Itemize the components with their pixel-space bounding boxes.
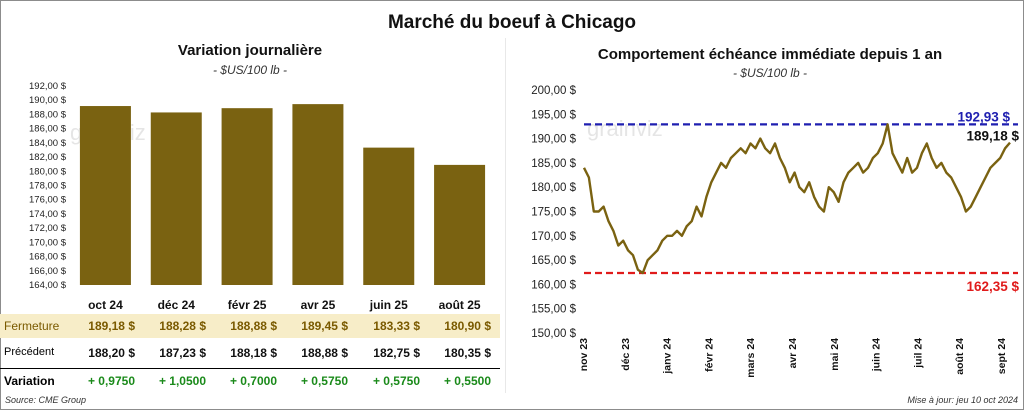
table-cell-fermeture: 180,90 $ [444,319,491,333]
x-month-label: avr 24 [787,338,799,369]
y-tick-label: 185,00 $ [531,158,576,170]
y-tick-label: 190,00 $ [29,95,67,106]
bar [292,104,344,285]
y-tick-label: 166,00 $ [29,266,67,277]
x-month-label: mars 24 [745,338,757,378]
table-cell-fermeture: 188,28 $ [159,319,206,333]
y-tick-label: 168,00 $ [29,252,67,263]
table-cell-variation: + 0,5500 [443,374,491,388]
right-subtitle: Comportement échéance immédiate depuis 1… [597,46,943,63]
high-value-label: 192,93 $ [957,109,1010,124]
y-tick-label: 190,00 $ [531,134,576,146]
y-tick-label: 174,00 $ [29,209,67,220]
y-tick-label: 160,00 $ [531,279,576,291]
line-chart: grainviz 150,00 $ 155,00 $ 160,00 $ 165,00 … [531,85,1019,378]
table-cell-variation: + 0,5750 [372,374,420,388]
y-tick-label: 175,00 $ [531,207,576,219]
y-tick-label: 176,00 $ [29,195,67,206]
x-category-label: juin 25 [369,298,408,312]
x-month-label: juin 24 [871,338,883,372]
bar [434,164,486,285]
last-value-label: 189,18 $ [966,129,1019,144]
bar [363,147,415,285]
y-tick-label: 195,00 $ [531,109,576,121]
x-category-label: oct 24 [88,298,123,312]
y-tick-label: 200,00 $ [531,85,576,97]
table-cell-variation: + 1,0500 [158,374,206,388]
table-cell-precedent: 187,23 $ [159,346,206,360]
row-precedent: Précédent 188,20 $ 187,23 $ 188,18 $ 188,88… [0,341,500,365]
page-title: Marché du boeuf à Chicago [387,12,637,33]
table-cell-variation: + 0,9750 [87,374,135,388]
table-cell-precedent: 188,88 $ [301,346,348,360]
x-month-label: juil 24 [912,338,924,369]
y-tick-label: 170,00 $ [29,237,67,248]
row-fermeture: Fermeture 189,18 $ 188,28 $ 188,88 $ 189,45… [0,314,500,338]
x-month-label: sept 24 [996,338,1008,374]
x-month-label: mai 24 [829,338,841,371]
y-tick-label: 150,00 $ [531,328,576,340]
x-month-label: déc 23 [620,338,632,371]
y-tick-label: 188,00 $ [29,109,67,120]
y-tick-label: 178,00 $ [29,181,67,192]
low-value-label: 162,35 $ [966,279,1019,294]
watermark-text: grainviz [587,116,663,141]
row-label-precedent: Précédent [4,346,55,358]
table-cell-fermeture: 183,33 $ [373,319,420,333]
bar [79,106,131,285]
table-cell-precedent: 182,75 $ [373,346,420,360]
left-subtitle: Variation journalière [177,42,323,59]
y-tick-label: 180,00 $ [531,182,576,194]
y-tick-label: 182,00 $ [29,152,67,163]
table-cell-fermeture: 188,88 $ [230,319,277,333]
watermark-logo: grainviz [587,116,663,141]
y-tick-label: 180,00 $ [29,166,67,177]
table-cell-precedent: 188,20 $ [88,346,135,360]
panel-divider [505,38,506,393]
table-cell-fermeture: 189,45 $ [301,319,348,333]
x-month-label: févr 24 [703,338,715,372]
y-tick-label: 192,00 $ [29,81,67,92]
row-variation: Variation + 0,9750 + 1,0500 + 0,7000 + 0,57… [0,368,500,393]
table-cell-precedent: 188,18 $ [230,346,277,360]
y-tick-label: 165,00 $ [531,255,576,267]
row-label-fermeture: Fermeture [4,319,60,333]
bar [150,112,202,285]
x-category-label: févr 25 [228,298,267,312]
bar-chart: grainviz 164,00 $166,00 $168,00 $170,00 … [29,81,486,312]
bar [221,108,273,285]
y-tick-label: 172,00 $ [29,223,67,234]
row-label-variation: Variation [4,374,55,388]
table-cell-fermeture: 189,18 $ [88,319,135,333]
x-month-label: nov 23 [578,338,590,371]
table-cell-variation: + 0,5750 [300,374,348,388]
table-cell-variation: + 0,7000 [229,374,277,388]
y-tick-label: 170,00 $ [531,231,576,243]
y-tick-label: 186,00 $ [29,124,67,135]
footer-source: Source: CME Group [5,395,87,405]
left-unit: - $US/100 lb - [212,63,288,77]
x-month-label: janv 24 [662,338,674,375]
x-category-label: août 25 [439,298,481,312]
y-tick-label: 164,00 $ [29,280,67,291]
variation-table: Fermeture 189,18 $ 188,28 $ 188,88 $ 189,45… [0,314,505,394]
right-unit: - $US/100 lb - [732,66,808,80]
footer-updated: Mise à jour: jeu 10 oct 2024 [907,395,1018,405]
table-cell-precedent: 180,35 $ [444,346,491,360]
x-category-label: avr 25 [301,298,336,312]
y-tick-label: 155,00 $ [531,304,576,316]
price-series-line [582,123,1011,275]
x-category-label: déc 24 [158,298,196,312]
y-tick-label: 184,00 $ [29,138,67,149]
x-month-label: août 24 [954,338,966,375]
